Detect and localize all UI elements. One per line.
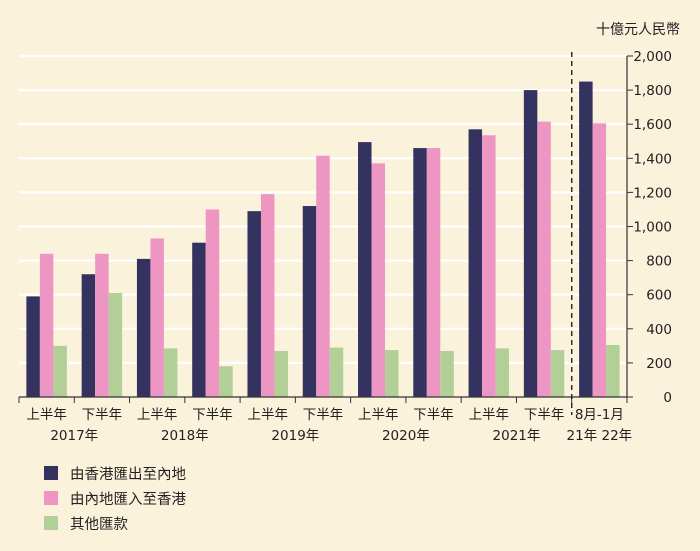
bar-2 — [482, 135, 496, 397]
bar-2 — [316, 155, 330, 397]
bar-2 — [592, 123, 607, 397]
bar-2 — [260, 194, 275, 397]
y-tick-label: 800 — [646, 254, 672, 270]
bar-2 — [537, 121, 551, 397]
y-tick-label: 200 — [646, 356, 672, 372]
legend-swatch — [44, 516, 58, 530]
y-tick-label: 1,000 — [633, 220, 672, 236]
x-group-label: 21年 22年 — [567, 428, 633, 444]
x-group-label: 2020年 — [382, 428, 430, 444]
bar-3 — [53, 345, 67, 397]
x-tick-label: 上半年 — [358, 407, 399, 423]
x-tick-label: 上半年 — [469, 407, 510, 423]
x-group-label: 2021年 — [493, 428, 541, 444]
x-tick-label: 8月-1月 — [575, 407, 624, 423]
bar-3 — [163, 348, 178, 397]
bar-3 — [274, 350, 288, 397]
bar-2 — [95, 253, 109, 397]
y-tick-label: 0 — [663, 390, 672, 406]
x-tick-label: 下半年 — [413, 407, 454, 423]
bar-2 — [371, 163, 386, 397]
x-group-label: 2019年 — [271, 428, 319, 444]
y-axis-unit-label: 十億元人民幣 — [596, 22, 680, 38]
bar-2 — [39, 253, 54, 397]
y-tick-label: 600 — [646, 288, 672, 304]
bar-1 — [468, 129, 483, 397]
y-tick-label: 2,000 — [633, 49, 672, 65]
bar-3 — [329, 347, 344, 397]
bar-3 — [606, 344, 620, 397]
bar-3 — [219, 366, 233, 397]
bar-3 — [108, 292, 123, 397]
legend-label: 由香港匯出至內地 — [70, 466, 186, 483]
x-group-label: 2018年 — [161, 428, 209, 444]
bar-3 — [440, 350, 454, 397]
y-tick-label: 400 — [646, 322, 672, 338]
bar-1 — [136, 258, 151, 397]
bar-1 — [413, 148, 427, 397]
legend-swatch — [44, 466, 58, 480]
bar-1 — [81, 274, 96, 397]
x-tick-label: 上半年 — [247, 407, 288, 423]
x-tick-label: 下半年 — [524, 407, 565, 423]
x-tick-label: 上半年 — [137, 407, 178, 423]
y-tick-label: 1,600 — [633, 117, 672, 133]
bar-1 — [302, 206, 317, 397]
bar-3 — [385, 350, 399, 397]
legend-label: 其他匯款 — [70, 516, 128, 533]
x-tick-label: 下半年 — [82, 407, 123, 423]
legend-label: 由內地匯入至香港 — [70, 491, 186, 508]
x-tick-label: 下半年 — [303, 407, 344, 423]
bar-1 — [523, 90, 538, 397]
bar-2 — [150, 238, 164, 397]
bar-2 — [426, 148, 441, 397]
bar-2 — [205, 209, 220, 397]
y-tick-label: 1,400 — [633, 151, 672, 167]
bar-1 — [26, 296, 40, 397]
x-tick-label: 下半年 — [192, 407, 233, 423]
bar-1 — [247, 211, 261, 397]
x-group-label: 2017年 — [50, 428, 98, 444]
bar-3 — [495, 348, 510, 397]
bar-1 — [358, 142, 372, 397]
legend-swatch — [44, 491, 58, 505]
bar-1 — [579, 81, 593, 397]
bar-1 — [192, 242, 206, 397]
x-tick-label: 上半年 — [26, 407, 67, 423]
bar-3 — [550, 350, 565, 397]
y-tick-label: 1,200 — [633, 185, 672, 201]
y-tick-label: 1,800 — [633, 83, 672, 99]
